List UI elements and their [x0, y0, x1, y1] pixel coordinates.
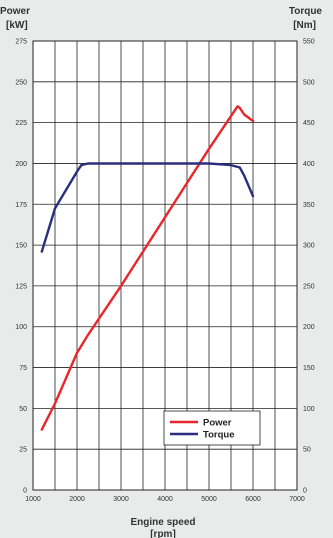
right-tick-label: 350 [303, 202, 315, 209]
series-line-power [40, 105, 255, 431]
left-tick-label: 200 [15, 161, 27, 168]
left-tick-label: 150 [15, 243, 27, 250]
x-axis-title-line1: Engine speed [130, 517, 195, 528]
x-tick-label: 4000 [157, 496, 173, 503]
left-axis-title-line2: [kW] [6, 20, 28, 31]
right-tick-label: 250 [303, 283, 315, 290]
right-axis-title-line2: [Nm] [293, 20, 316, 31]
left-tick-label: 125 [15, 283, 27, 290]
legend-label-torque: Torque [203, 430, 235, 441]
right-tick-label: 550 [303, 39, 315, 46]
left-tick-label: 175 [15, 202, 27, 209]
x-tick-label: 1000 [25, 496, 41, 503]
left-tick-label: 25 [19, 447, 27, 454]
legend-box [163, 410, 261, 446]
right-tick-label: 400 [303, 161, 315, 168]
x-tick-label: 7000 [289, 496, 305, 503]
left-tick-label: 250 [15, 79, 27, 86]
plot-border [32, 40, 298, 491]
right-tick-label: 50 [303, 447, 311, 454]
left-axis-title-line1: Power [0, 6, 30, 17]
left-tick-label: 50 [19, 406, 27, 413]
right-tick-label: 0 [303, 488, 307, 495]
left-tick-label: 75 [19, 365, 27, 372]
x-tick-label: 3000 [113, 496, 129, 503]
left-tick-label: 0 [23, 488, 27, 495]
left-tick-label: 275 [15, 39, 27, 46]
x-tick-label: 6000 [245, 496, 261, 503]
series-layer [40, 105, 255, 431]
x-tick-label: 2000 [69, 496, 85, 503]
left-tick-label: 225 [15, 120, 27, 127]
right-tick-label: 500 [303, 79, 315, 86]
left-tick-label: 100 [15, 324, 27, 331]
right-tick-label: 150 [303, 365, 315, 372]
right-tick-label: 450 [303, 120, 315, 127]
right-tick-label: 200 [303, 324, 315, 331]
series-line-torque [40, 162, 255, 253]
right-tick-label: 300 [303, 243, 315, 250]
x-axis-title-line2: [rpm] [150, 529, 176, 538]
legend-label-power: Power [203, 418, 232, 429]
right-axis-title-line1: Torque [289, 6, 323, 17]
x-tick-label: 5000 [201, 496, 217, 503]
axis-layer: 0 25 50 75 100 125 150 175 200 225 250 275 0 50 100 150… [15, 39, 314, 504]
right-tick-label: 100 [303, 406, 315, 413]
